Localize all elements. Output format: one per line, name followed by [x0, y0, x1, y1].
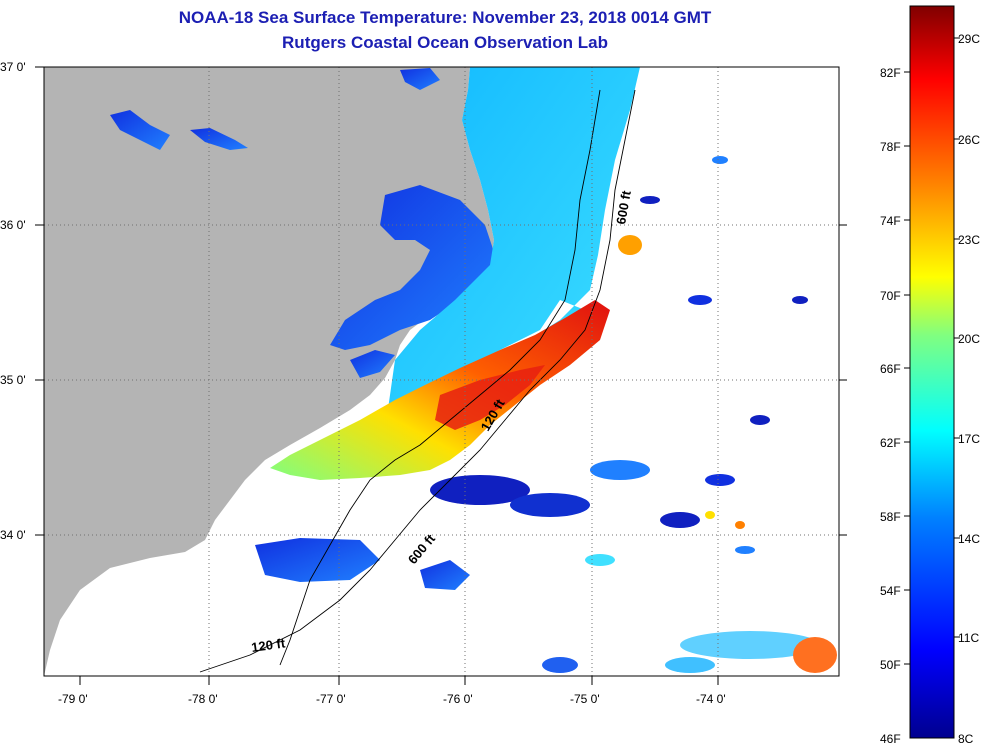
- cbar-f-54: 54F: [880, 584, 901, 598]
- lat-label-36: 36 0': [0, 218, 26, 232]
- cbar-c-17: 17C: [958, 432, 981, 446]
- warm-shelf-water: [270, 300, 610, 480]
- contour-label-600ft-north: 600 ft: [613, 189, 634, 226]
- cbar-c-23: 23C: [958, 233, 981, 247]
- coastal-water: [380, 67, 640, 440]
- cbar-f-62: 62F: [880, 436, 901, 450]
- axis-ticks: [35, 66, 847, 685]
- lon-label-79: -79 0': [58, 692, 88, 706]
- map-title: NOAA-18 Sea Surface Temperature: Novembe…: [178, 8, 712, 27]
- cbar-c-8: 8C: [958, 732, 974, 746]
- cbar-c-20: 20C: [958, 332, 981, 346]
- map-border: [43, 66, 840, 677]
- cbar-f-58: 58F: [880, 510, 901, 524]
- lon-label-78: -78 0': [188, 692, 218, 706]
- cbar-f-74: 74F: [880, 214, 901, 228]
- hot-core: [435, 365, 545, 430]
- estuaries: [110, 68, 495, 590]
- lat-label-37: 37 0': [0, 60, 26, 74]
- lon-label-74: -74 0': [696, 692, 726, 706]
- cbar-f-78: 78F: [880, 140, 901, 154]
- cbar-f-46: 46F: [880, 732, 901, 746]
- lon-label-76: -76 0': [443, 692, 473, 706]
- lon-label-75: -75 0': [570, 692, 600, 706]
- map-subtitle: Rutgers Coastal Ocean Observation Lab: [282, 33, 608, 52]
- lat-label-35: 35 0': [0, 373, 26, 387]
- lat-label-34: 34 0': [0, 528, 26, 542]
- cbar-c-29: 29C: [958, 32, 981, 46]
- lon-label-77: -77 0': [316, 692, 346, 706]
- cbar-f-50: 50F: [880, 658, 901, 672]
- cbar-f-70: 70F: [880, 289, 901, 303]
- cbar-c-11: 11C: [958, 631, 980, 645]
- cbar-c-26: 26C: [958, 133, 981, 147]
- cloud-patches: [430, 156, 837, 673]
- colorbar-ticks: [904, 37, 960, 665]
- cbar-f-66: 66F: [880, 362, 901, 376]
- contour-label-120ft-south: 120 ft: [250, 635, 286, 655]
- bathymetry-contours: [199, 89, 636, 673]
- cbar-f-82: 82F: [880, 66, 901, 80]
- graticule: [44, 67, 839, 676]
- colorbar-gradient: [909, 5, 955, 739]
- cbar-c-14: 14C: [958, 532, 981, 546]
